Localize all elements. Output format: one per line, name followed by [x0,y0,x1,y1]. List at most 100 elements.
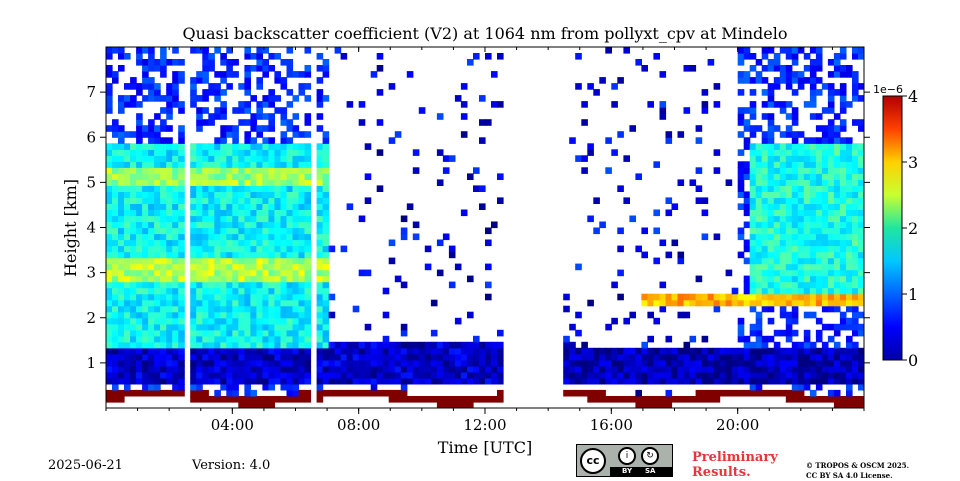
y-tick-label: 4 [86,219,96,237]
heatmap-cell [605,47,612,54]
heatmap-cell [154,233,161,241]
heatmap-cell [250,257,257,265]
heatmap-cell [232,371,239,379]
heatmap-cell [148,77,155,84]
heatmap-cell [809,77,817,84]
heatmap-cell [124,149,131,156]
heatmap-cell [846,293,853,301]
heatmap-cell [695,137,703,144]
heatmap-cell [846,353,853,361]
heatmap-cell [112,251,119,259]
heatmap-cell [755,347,763,355]
heatmap-cell [106,107,113,114]
heatmap-cell [809,359,817,367]
heatmap-cell [286,125,294,132]
heatmap-cell [846,71,853,78]
heatmap-cell [160,329,167,337]
heatmap-cell [112,209,119,217]
heatmap-cell [803,251,811,259]
heatmap-cell [749,257,757,265]
heatmap-cell [172,317,179,325]
y-tick-label: 6 [86,128,96,146]
heatmap-cell [779,185,787,192]
heatmap-cell [106,47,113,54]
heatmap-cell [767,347,775,355]
heatmap-cell [773,377,781,385]
heatmap-cell [791,317,799,325]
heatmap-cell [172,221,179,229]
heatmap-cell [280,83,288,90]
heatmap-cell [467,347,474,355]
heatmap-cell [563,365,570,373]
heatmap-cell [226,389,233,397]
heatmap-cell [497,341,504,349]
heatmap-cell [214,396,221,403]
heatmap-cell [436,113,444,120]
heatmap-cell [238,311,245,319]
heatmap-cell [809,155,817,162]
heatmap-cell [136,317,143,325]
heatmap-cell [268,377,275,385]
heatmap-cell [779,365,787,373]
heatmap-cell [695,197,703,204]
heatmap-cell [256,365,263,373]
heatmap-cell [202,257,209,265]
heatmap-cell [232,365,239,373]
heatmap-cell [160,167,167,174]
heatmap-cell [208,209,215,217]
heatmap-cell [467,365,474,373]
heatmap-cell [172,143,179,150]
heatmap-cell [196,161,203,168]
heatmap-cell [846,299,853,307]
heatmap-cell [202,143,209,150]
heatmap-cell [791,341,799,349]
heatmap-cell [142,179,149,186]
heatmap-cell [232,173,239,180]
heatmap-cell [226,47,233,54]
heatmap-cell [160,155,167,162]
heatmap-cell [118,275,125,283]
heatmap-cell [124,251,131,259]
heatmap-cell [436,396,444,403]
heatmap-cell [220,107,227,114]
heatmap-cell [268,287,275,295]
heatmap-cell [852,161,859,168]
heatmap-cell [587,377,594,385]
heatmap-cell [761,53,769,60]
heatmap-cell [160,239,167,247]
heatmap-cell [256,65,263,72]
heatmap-cell [232,191,239,198]
heatmap-cell [208,281,215,289]
heatmap-cell [268,125,275,132]
heatmap-cell [797,209,805,217]
heatmap-cell [743,161,751,168]
heatmap-cell [178,347,185,355]
heatmap-cell [388,83,396,90]
heatmap-cell [112,305,119,313]
heatmap-cell [809,179,817,186]
heatmap-cell [436,353,444,361]
heatmap-cell [214,191,221,198]
heatmap-cell [755,245,763,253]
heatmap-cell [238,191,245,198]
heatmap-cell [142,191,149,198]
heatmap-cell [232,239,239,247]
heatmap-cell [298,396,306,403]
heatmap-cell [190,203,197,210]
heatmap-cell [244,281,251,289]
heatmap-cell [244,65,251,72]
heatmap-cell [833,323,841,331]
heatmap-cell [779,107,787,114]
heatmap-cell [124,275,131,283]
heatmap-cell [803,311,811,319]
heatmap-cell [406,359,414,367]
heatmap-cell [779,263,787,271]
heatmap-cell [304,203,312,210]
heatmap-cell [190,275,197,283]
heatmap-cell [178,155,185,162]
heatmap-cell [815,53,823,60]
heatmap-cell [563,347,570,355]
heatmap-cell [106,215,113,223]
heatmap-cell [250,179,257,186]
heatmap-cell [839,161,847,168]
